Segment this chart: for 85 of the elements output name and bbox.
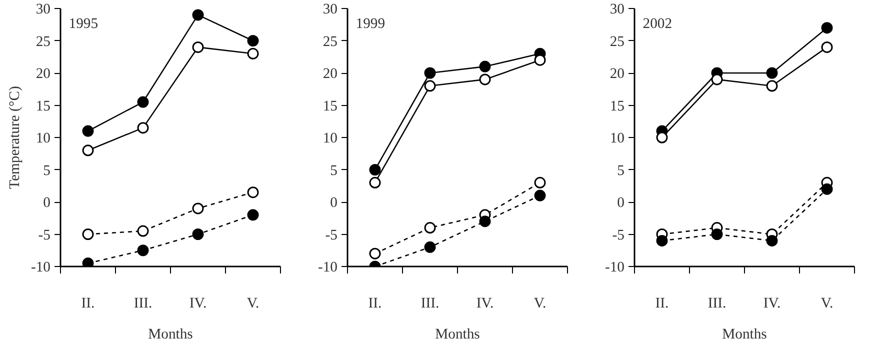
point — [137, 225, 149, 237]
y-tick-label: 5 — [330, 162, 338, 179]
y-tick-label: 5 — [617, 162, 624, 179]
x-axis-title: Months — [148, 326, 194, 342]
x-axis-title: Months — [435, 326, 480, 342]
point — [192, 228, 204, 240]
y-tick-label: 10 — [36, 130, 50, 146]
y-tick-label: 10 — [322, 130, 338, 146]
x-tick-label: II. — [655, 296, 669, 312]
x-tick-label: V. — [820, 296, 834, 312]
y-tick-label: 10 — [610, 130, 624, 146]
point — [424, 222, 436, 234]
point — [192, 9, 204, 21]
x-tick-label: IV. — [763, 296, 781, 312]
point — [656, 132, 668, 144]
point — [534, 176, 546, 188]
point — [247, 186, 259, 198]
x-tick-label: IV. — [476, 296, 494, 312]
y-tick-label: 15 — [322, 98, 338, 114]
point — [137, 122, 149, 134]
point — [821, 22, 833, 34]
point — [711, 228, 723, 240]
point — [821, 183, 833, 195]
y-tick-label: 15 — [36, 98, 50, 114]
y-tick-label: -10 — [318, 260, 338, 276]
point — [479, 74, 491, 86]
point — [369, 176, 381, 188]
y-tick-label: 0 — [617, 195, 624, 211]
point — [247, 48, 259, 60]
y-tick-label: -5 — [38, 227, 51, 244]
y-tick-label: -10 — [30, 260, 51, 276]
point — [424, 241, 436, 253]
y-axis-title: Temperature (°C) — [6, 86, 23, 189]
point — [656, 234, 668, 246]
point — [711, 74, 723, 86]
y-tick-label: 30 — [36, 2, 50, 18]
y-tick-label: 20 — [322, 66, 338, 82]
point — [424, 67, 436, 79]
x-axis-title: Months — [722, 326, 768, 342]
point — [192, 41, 204, 53]
x-tick-label: III. — [134, 296, 152, 312]
y-tick-label: 25 — [610, 34, 624, 50]
y-tick-label: 30 — [610, 2, 624, 18]
point — [82, 144, 94, 156]
point — [369, 248, 381, 260]
x-tick-label: II. — [368, 296, 382, 312]
y-tick-label: 20 — [36, 66, 50, 82]
y-tick-label: 25 — [36, 34, 50, 50]
point — [137, 96, 149, 108]
point — [82, 125, 94, 137]
y-tick-label: 20 — [610, 66, 624, 82]
y-tick-label: 15 — [610, 98, 624, 114]
x-tick-label: III. — [708, 296, 726, 312]
x-tick-label: IV. — [189, 296, 207, 312]
point — [137, 244, 149, 256]
point — [534, 190, 546, 202]
point — [766, 67, 778, 79]
y-tick-label: 0 — [330, 195, 338, 211]
y-tick-label: -5 — [325, 227, 338, 244]
text: 1995 — [68, 16, 98, 32]
x-tick-label: V. — [246, 296, 260, 312]
y-tick-label: -10 — [604, 260, 625, 276]
point — [82, 258, 94, 266]
point — [82, 228, 94, 240]
point — [479, 216, 491, 228]
point — [534, 54, 546, 66]
x-tick-label: II. — [81, 296, 95, 312]
point — [766, 234, 778, 246]
y-tick-label: -5 — [612, 227, 625, 244]
x-tick-label: V. — [534, 296, 546, 312]
text: 2002 — [642, 16, 672, 32]
point — [247, 209, 259, 221]
point — [247, 35, 259, 46]
y-tick-label: 5 — [43, 162, 50, 179]
y-tick-label: 25 — [322, 34, 338, 50]
text: 1999 — [356, 16, 386, 32]
point — [424, 80, 436, 92]
y-tick-label: 30 — [322, 2, 338, 18]
point — [369, 164, 381, 176]
point — [821, 41, 833, 53]
point — [479, 60, 491, 72]
x-tick-label: III. — [420, 296, 440, 312]
y-tick-label: 0 — [43, 195, 50, 211]
point — [766, 80, 778, 92]
point — [192, 202, 204, 214]
